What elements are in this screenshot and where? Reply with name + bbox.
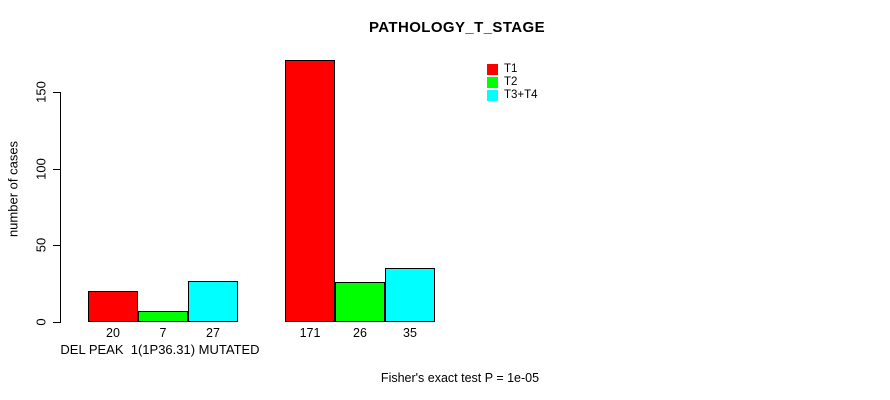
- x-axis-group-label: DEL PEAK 1(1P36.31) MUTATED: [60, 342, 260, 357]
- y-tick-label: 150: [33, 81, 49, 103]
- legend-label: T2: [504, 76, 518, 88]
- bar-value-label: 26: [353, 326, 367, 340]
- y-axis-label: number of cases: [5, 140, 21, 238]
- bar-value-label: 20: [106, 326, 120, 340]
- y-tick-label: 0: [33, 318, 49, 326]
- bar: [188, 280, 238, 322]
- bar-value-label: 35: [403, 326, 417, 340]
- bar-value-label: 171: [299, 326, 321, 340]
- legend-row: T3+T4: [487, 89, 538, 101]
- bar: [138, 311, 188, 322]
- bar: [385, 268, 435, 322]
- y-tick: [53, 92, 60, 93]
- legend-swatch: [487, 90, 498, 101]
- y-tick-label: 100: [33, 157, 49, 180]
- legend-swatch: [487, 64, 498, 75]
- bar-value-label: 27: [206, 326, 220, 340]
- y-tick: [53, 322, 60, 323]
- chart-title: PATHOLOGY_T_STAGE: [369, 19, 545, 36]
- legend-label: T3+T4: [504, 89, 538, 101]
- annotation-text: Fisher's exact test P = 1e-05: [380, 371, 540, 385]
- y-tick: [53, 168, 60, 170]
- bar: [335, 282, 385, 322]
- legend: T1 T2 T3+T4: [487, 63, 538, 101]
- bar: [285, 59, 335, 322]
- legend-row: T1: [487, 63, 538, 75]
- bar: [88, 291, 138, 322]
- y-axis-line: [60, 92, 61, 323]
- y-tick-label: 50: [33, 238, 49, 253]
- legend-row: T2: [487, 76, 538, 88]
- y-tick: [53, 245, 60, 247]
- legend-swatch: [487, 77, 498, 88]
- bar-value-label: 7: [159, 326, 167, 340]
- legend-label: T1: [504, 63, 518, 75]
